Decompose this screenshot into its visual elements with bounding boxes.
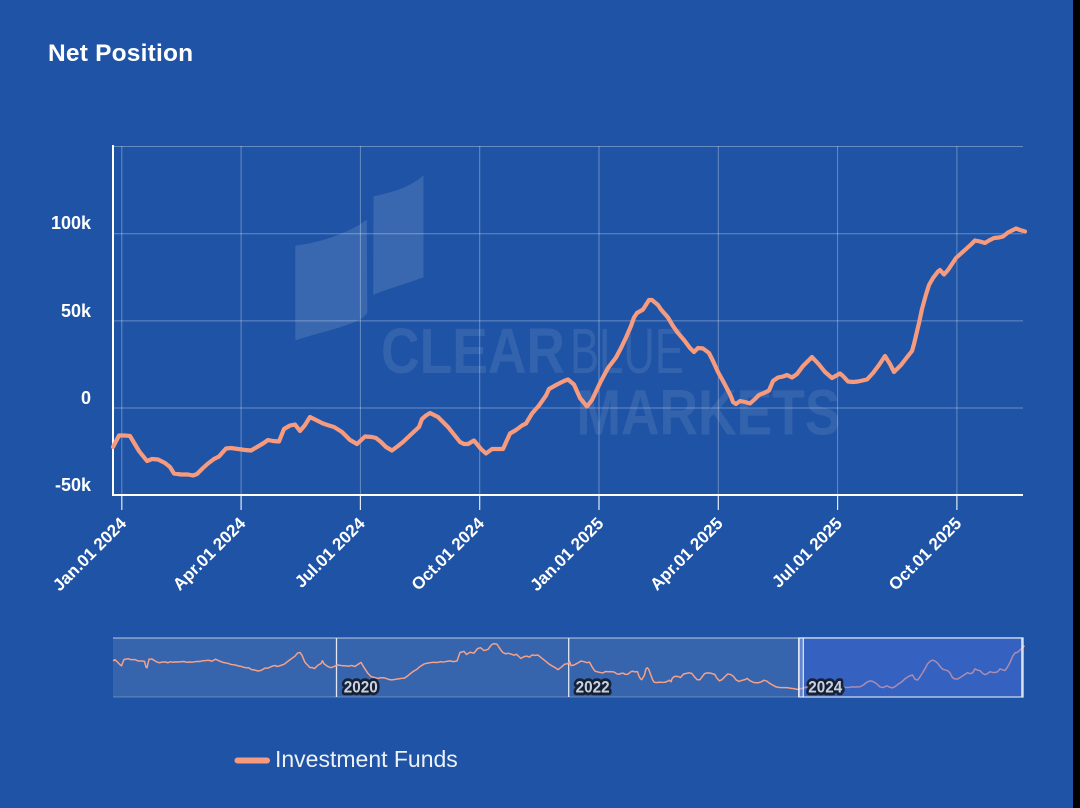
svg-text:2024: 2024 — [808, 678, 842, 696]
svg-text:2022: 2022 — [576, 678, 610, 696]
svg-text:Oct.01 2024: Oct.01 2024 — [408, 514, 489, 595]
svg-text:Apr.01 2024: Apr.01 2024 — [169, 514, 250, 595]
svg-text:CLEAR: CLEAR — [381, 315, 565, 387]
svg-text:MARKETS: MARKETS — [577, 377, 841, 449]
svg-text:Jan.01 2025: Jan.01 2025 — [526, 514, 607, 595]
svg-text:Oct.01 2025: Oct.01 2025 — [885, 514, 965, 594]
svg-text:2020: 2020 — [344, 678, 378, 696]
svg-text:Jul.01 2025: Jul.01 2025 — [768, 514, 846, 592]
svg-text:Apr.01 2025: Apr.01 2025 — [646, 514, 726, 594]
svg-text:BLUE: BLUE — [570, 315, 684, 387]
svg-text:Jan.01 2024: Jan.01 2024 — [49, 514, 130, 595]
svg-text:Jul.01 2024: Jul.01 2024 — [291, 514, 369, 592]
